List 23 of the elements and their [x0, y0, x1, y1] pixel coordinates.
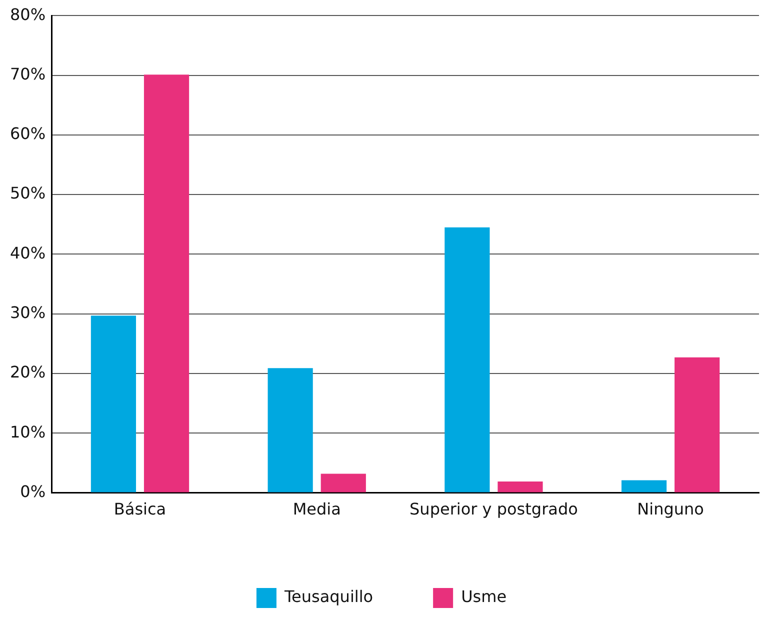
y-tick-label: 40% — [10, 243, 46, 262]
bar — [144, 74, 190, 492]
y-tick-label: 20% — [10, 362, 46, 382]
x-tick-label: Superior y postgrado — [410, 500, 578, 519]
bar — [498, 481, 543, 492]
bar — [320, 474, 366, 492]
y-tick-label: 60% — [10, 124, 46, 144]
y-tick-label: 70% — [10, 64, 46, 84]
bar — [621, 480, 667, 492]
legend-label: Usme — [461, 587, 507, 606]
y-tick-label: 0% — [20, 482, 46, 501]
y-tick-label: 10% — [10, 422, 46, 442]
legend-label: Teusaquillo — [283, 587, 374, 606]
bar — [444, 227, 490, 492]
y-tick-label: 30% — [10, 303, 46, 322]
bar — [90, 316, 136, 492]
bar — [268, 368, 313, 492]
x-tick-label: Media — [292, 500, 341, 519]
y-tick-label: 50% — [10, 184, 46, 203]
x-tick-label: Ninguno — [637, 500, 704, 519]
bar — [674, 357, 720, 492]
x-tick-label: Básica — [114, 500, 166, 519]
y-tick-label: 80% — [10, 4, 46, 24]
